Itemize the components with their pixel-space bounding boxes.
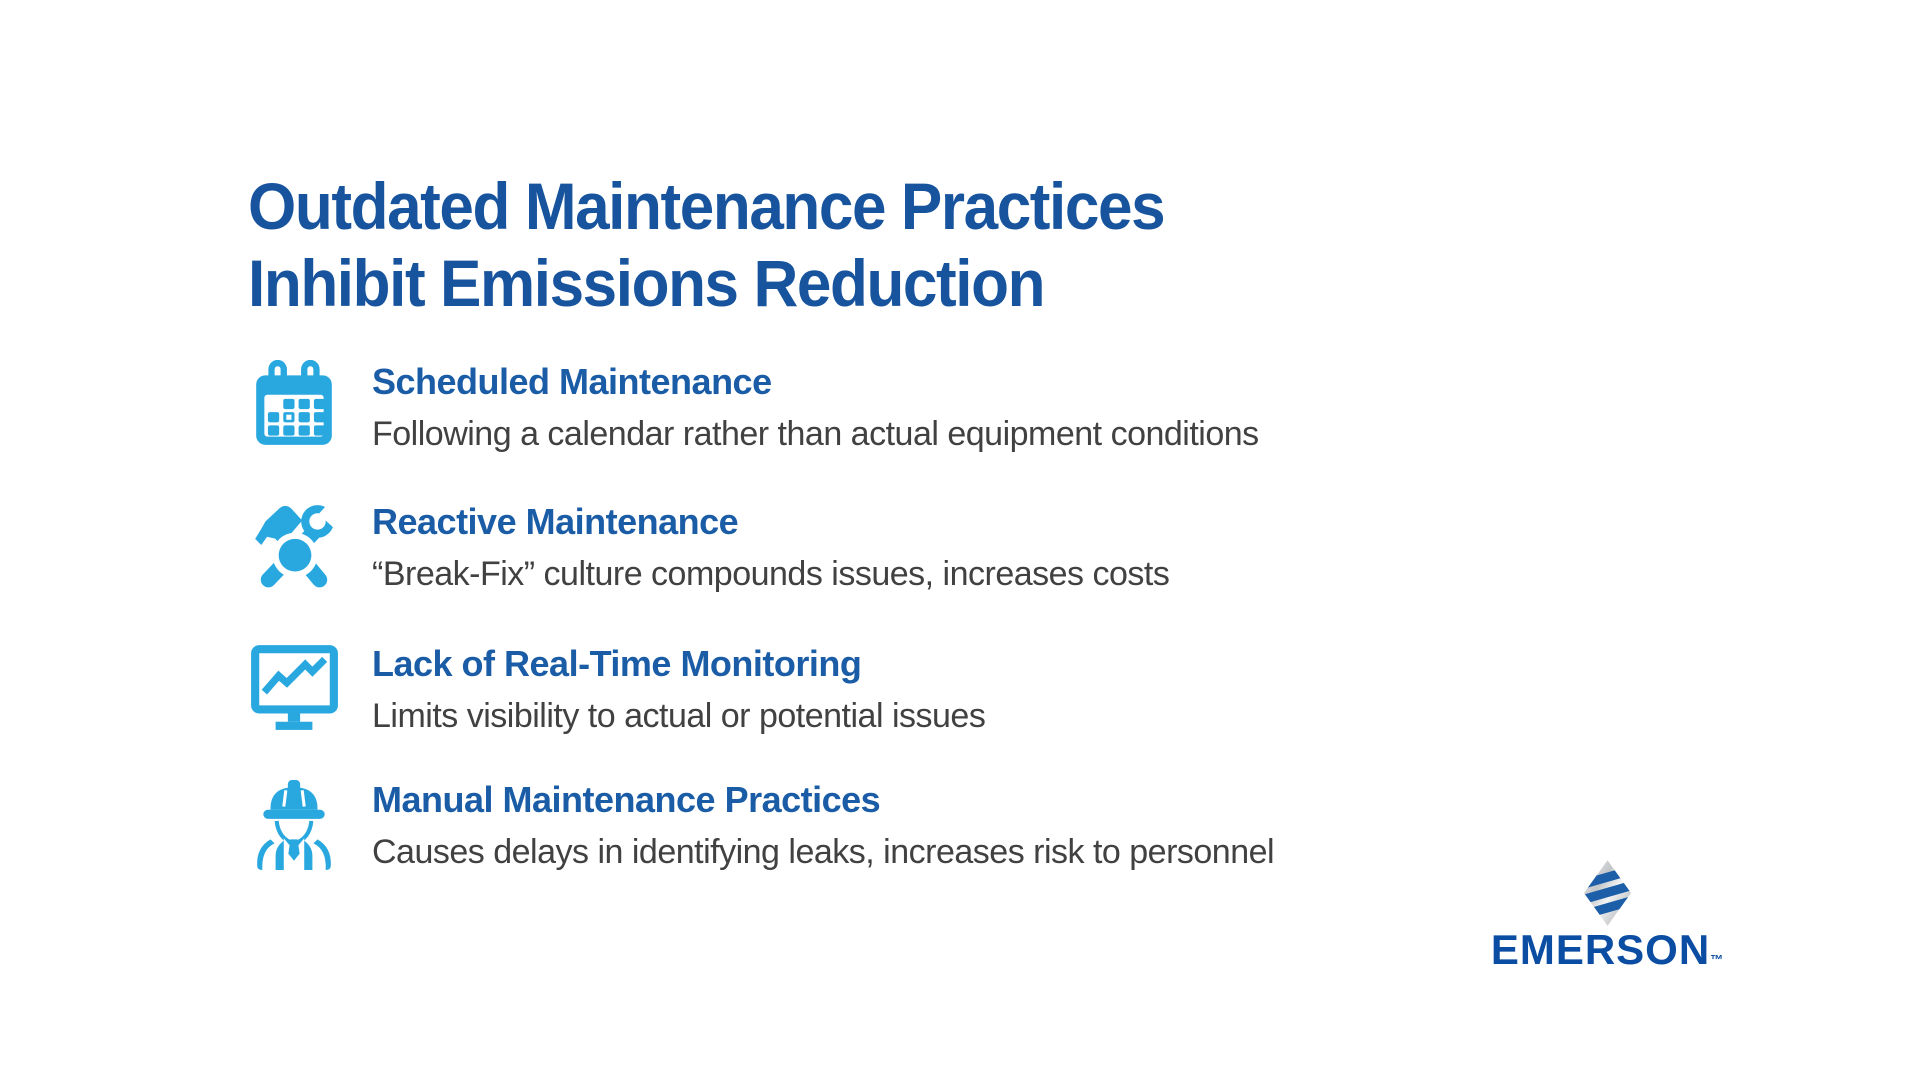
bullet-text: Scheduled Maintenance Following a calend…: [372, 358, 1259, 457]
emerson-logo: EMERSON™: [1483, 860, 1731, 971]
bullet-text: Lack of Real-Time Monitoring Limits visi…: [372, 640, 986, 739]
bullet-lack-of-real-time-monitoring: Lack of Real-Time Monitoring Limits visi…: [248, 640, 986, 739]
monitor-chart-icon: [248, 640, 340, 736]
title-line-1: Outdated Maintenance Practices: [248, 169, 1166, 243]
brand-name: EMERSON: [1490, 926, 1711, 973]
hammer-wrench-icon: [248, 498, 340, 594]
bullet-heading: Manual Maintenance Practices: [372, 779, 881, 820]
trademark-symbol: ™: [1710, 952, 1724, 967]
page-title: Outdated Maintenance Practices Inhibit Em…: [248, 168, 1166, 322]
bullet-reactive-maintenance: Reactive Maintenance “Break-Fix” culture…: [248, 498, 1170, 597]
bullet-text: Reactive Maintenance “Break-Fix” culture…: [372, 498, 1170, 597]
worker-hardhat-icon: [248, 776, 340, 872]
title-line-2: Inhibit Emissions Reduction: [248, 246, 1045, 320]
emerson-diamond-icon: [1583, 860, 1631, 926]
bullet-heading: Reactive Maintenance: [372, 501, 739, 542]
bullet-heading: Lack of Real-Time Monitoring: [372, 643, 862, 684]
bullet-description: Causes delays in identifying leaks, incr…: [372, 833, 1275, 871]
calendar-icon: [248, 358, 340, 454]
bullet-manual-maintenance-practices: Manual Maintenance Practices Causes dela…: [248, 776, 1275, 875]
bullet-text: Manual Maintenance Practices Causes dela…: [372, 776, 1275, 875]
bullet-description: Following a calendar rather than actual …: [372, 415, 1259, 453]
bullet-heading: Scheduled Maintenance: [372, 361, 772, 402]
bullet-description: “Break-Fix” culture compounds issues, in…: [372, 555, 1170, 593]
emerson-wordmark: EMERSON™: [1483, 929, 1731, 971]
bullet-description: Limits visibility to actual or potential…: [372, 697, 986, 735]
bullet-scheduled-maintenance: Scheduled Maintenance Following a calend…: [248, 358, 1259, 457]
